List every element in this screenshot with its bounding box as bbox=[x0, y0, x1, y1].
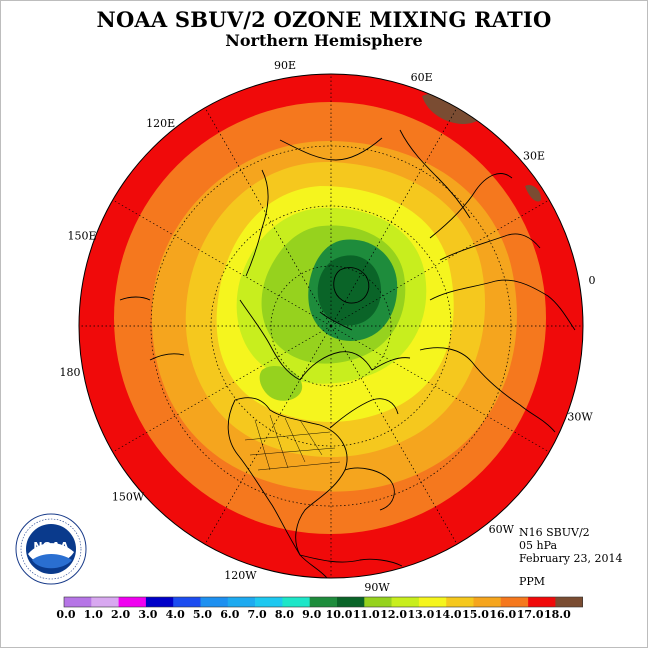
longitude-label: 150E bbox=[67, 229, 96, 242]
longitude-label: 0 bbox=[589, 274, 596, 287]
colorbar-swatch bbox=[282, 597, 310, 607]
colorbar-tick-label: 0.0 bbox=[56, 608, 75, 621]
colorbar-tick-label: 7.0 bbox=[248, 608, 267, 621]
longitude-label: 60W bbox=[489, 523, 515, 536]
colorbar-swatch bbox=[391, 597, 420, 607]
longitude-label: 150W bbox=[112, 490, 145, 503]
page-subtitle: Northern Hemisphere bbox=[225, 31, 423, 50]
colorbar-tick-label: 13.0 bbox=[408, 608, 435, 621]
colorbar-swatch bbox=[473, 597, 502, 607]
colorbar-tick-label: 11.0 bbox=[353, 608, 380, 621]
longitude-label: 90E bbox=[274, 59, 296, 72]
colorbar-swatch bbox=[500, 597, 529, 607]
colorbar-frame bbox=[63, 596, 584, 608]
page-title: NOAA SBUV/2 OZONE MIXING RATIO bbox=[96, 7, 552, 32]
colorbar-tick-label: 15.0 bbox=[462, 608, 489, 621]
colorbar-swatch bbox=[118, 597, 147, 607]
longitude-label: 180 bbox=[60, 366, 81, 379]
colorbar-swatch bbox=[337, 597, 365, 607]
colorbar-tick-label: 2.0 bbox=[111, 608, 130, 621]
colorbar-swatch bbox=[255, 597, 283, 607]
colorbar: 0.0 1.0 2.0 3.0 4.0 5.0 6.0 7.0 8.0 9.0 10.0 11.0 12… bbox=[56, 596, 584, 621]
colorbar-swatch bbox=[173, 597, 201, 607]
logo-text: NOAA bbox=[33, 540, 69, 553]
pressure-level-label: 05 hPa bbox=[519, 539, 558, 552]
graticule bbox=[79, 74, 583, 578]
contour-band-18 bbox=[422, 92, 542, 202]
longitude-label: 30W bbox=[567, 411, 593, 424]
noaa-logo: NOAA bbox=[15, 513, 87, 585]
colorbar-swatch bbox=[91, 597, 119, 607]
colorbar-tick-label: 8.0 bbox=[275, 608, 294, 621]
colorbar-swatch bbox=[145, 597, 174, 607]
colorbar-swatch bbox=[446, 597, 474, 607]
colorbar-tick-label: 1.0 bbox=[84, 608, 103, 621]
units-label: PPM bbox=[519, 575, 546, 588]
colorbar-swatch bbox=[418, 597, 447, 607]
colorbar-tick-label: 6.0 bbox=[220, 608, 239, 621]
colorbar-swatch bbox=[364, 597, 392, 607]
colorbar-tick-label: 4.0 bbox=[166, 608, 185, 621]
contour-band-8 bbox=[317, 255, 382, 326]
colorbar-swatch bbox=[227, 597, 256, 607]
colorbar-tick-label: 18.0 bbox=[544, 608, 571, 621]
colorbar-tick-label: 5.0 bbox=[193, 608, 212, 621]
longitude-label: 120W bbox=[224, 569, 257, 582]
longitude-label: 30E bbox=[523, 150, 545, 163]
instrument-label: N16 SBUV/2 bbox=[519, 526, 590, 539]
colorbar-tick-label: 12.0 bbox=[380, 608, 407, 621]
colorbar-swatch bbox=[64, 597, 92, 607]
longitude-label: 120E bbox=[146, 117, 175, 130]
colorbar-tick-label: 3.0 bbox=[138, 608, 157, 621]
coastlines bbox=[119, 129, 576, 578]
colorbar-swatch bbox=[528, 597, 556, 607]
colorbar-tick-label: 16.0 bbox=[489, 608, 516, 621]
colorbar-tick-label: 10.0 bbox=[326, 608, 353, 621]
longitude-label: 60E bbox=[411, 71, 433, 84]
colorbar-swatch bbox=[200, 597, 229, 607]
colorbar-tick-label: 17.0 bbox=[517, 608, 544, 621]
colorbar-tick-label: 14.0 bbox=[435, 608, 462, 621]
colorbar-swatch bbox=[555, 597, 583, 607]
colorbar-tick-label: 9.0 bbox=[302, 608, 321, 621]
colorbar-swatch bbox=[309, 597, 338, 607]
longitude-labels: 90E 60E 30E 0 30W 60W 90W 120W 150W 180 150E 120E bbox=[60, 59, 596, 594]
longitude-label: 90W bbox=[364, 581, 390, 594]
date-label: February 23, 2014 bbox=[519, 552, 623, 565]
